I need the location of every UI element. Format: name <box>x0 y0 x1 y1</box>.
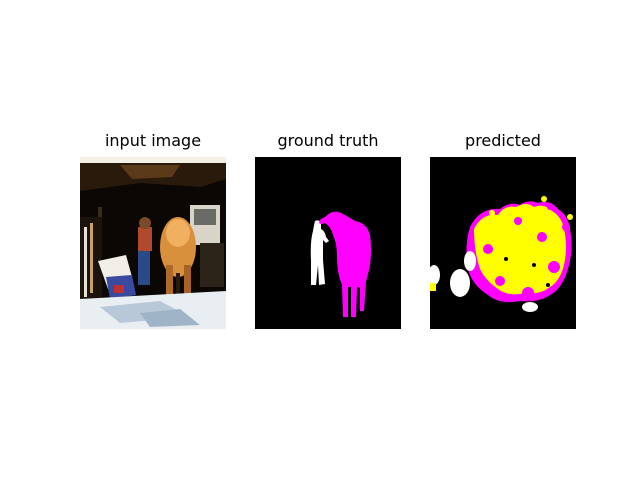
ground-truth-mask <box>255 157 401 329</box>
predicted-mask <box>430 157 576 329</box>
predicted-region <box>474 204 566 295</box>
input-image-panel <box>80 157 226 329</box>
horse-mask <box>319 211 371 317</box>
input-image-title: input image <box>104 131 202 150</box>
ground-truth-panel <box>255 157 401 329</box>
predicted-panel <box>430 157 576 329</box>
person-mask <box>310 220 329 285</box>
ground-truth-title: ground truth <box>277 131 379 150</box>
barn-photo <box>80 157 226 329</box>
predicted-title: predicted <box>465 131 541 150</box>
